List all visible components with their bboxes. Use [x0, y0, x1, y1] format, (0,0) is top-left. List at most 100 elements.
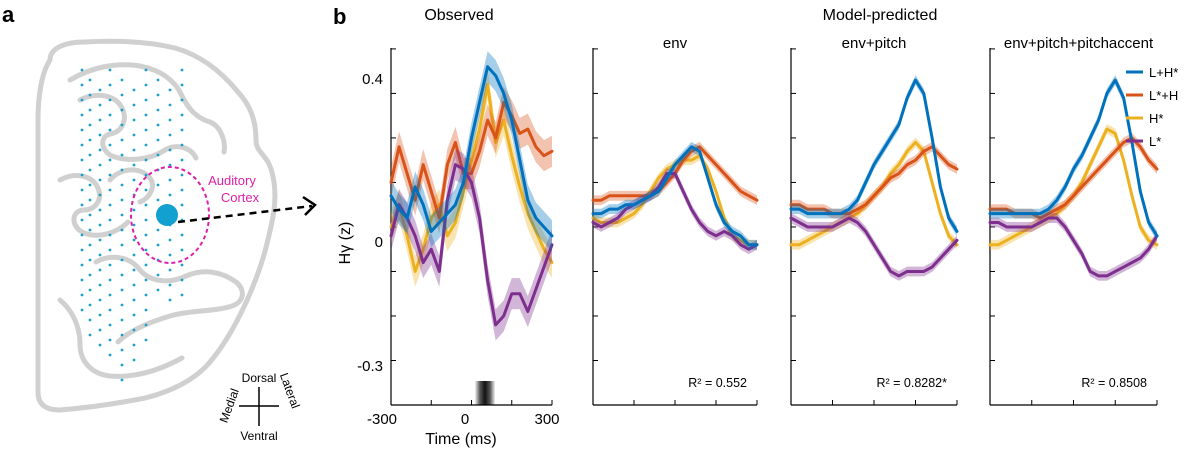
electrode-dot: [108, 248, 112, 252]
electrode-dot: [156, 123, 160, 127]
electrode-dot: [132, 358, 136, 362]
electrode-dot: [180, 158, 184, 162]
y-axis-label: Hγ (z): [337, 222, 354, 265]
electrode-dot: [168, 268, 172, 272]
observed-header: Observed: [424, 7, 493, 24]
electrode-dot: [156, 243, 160, 247]
sulcus-upper: [77, 92, 199, 162]
electrode-dot: [168, 238, 172, 242]
error-band-L*: [990, 213, 1157, 281]
electrode-dot: [120, 108, 124, 112]
electrode-dot: [132, 313, 136, 317]
electrode-dot: [144, 338, 148, 342]
electrode-dot: [80, 203, 84, 207]
sulcus-bottom: [57, 297, 185, 379]
electrode-dot: [108, 188, 112, 192]
electrode-dot: [132, 238, 136, 242]
compass-medial: Medial: [217, 387, 242, 425]
electrode-dot: [108, 278, 112, 282]
electrode-dot: [120, 363, 124, 367]
electrode-dot: [156, 228, 160, 232]
electrode-dot: [144, 83, 148, 87]
series-line-L+H*: [789, 78, 959, 233]
series-line-L*: [389, 163, 554, 327]
electrode-dot: [132, 118, 136, 122]
electrode-dot: [80, 143, 84, 147]
legend-label: L+H*: [1149, 65, 1178, 80]
electrode-dot: [108, 323, 112, 327]
electrode-dot: [144, 173, 148, 177]
electrode-dot: [108, 263, 112, 267]
electrode-dot: [80, 68, 84, 72]
electrode-dot: [108, 338, 112, 342]
electrode-dot: [98, 343, 102, 347]
sulcus-inner: [107, 167, 155, 205]
arrow-head-icon: [302, 195, 317, 216]
electrode-dot: [168, 118, 172, 122]
electrode-dot: [98, 283, 102, 287]
sulcus-middle: [57, 173, 131, 238]
electrode-dot: [80, 218, 84, 222]
electrode-dot: [120, 78, 124, 82]
electrode-dot: [98, 118, 102, 122]
electrode-dot: [168, 253, 172, 257]
electrode-dot: [180, 68, 184, 72]
electrode-dot: [132, 343, 136, 347]
r-squared-label: R² = 0.8508: [1081, 376, 1147, 390]
electrode-dot: [80, 308, 84, 312]
electrode-dot: [144, 323, 148, 327]
y-tick-0: 0: [375, 234, 383, 251]
electrode-dot: [144, 263, 148, 267]
electrode-dot: [180, 263, 184, 267]
electrode-dot: [98, 223, 102, 227]
electrode-dot: [120, 258, 124, 262]
series-line-L+H*: [988, 78, 1159, 238]
electrode-dot: [144, 278, 148, 282]
electrode-dot: [180, 173, 184, 177]
electrode-dot: [180, 248, 184, 252]
electrode-dot: [156, 78, 160, 82]
electrode-dot: [108, 293, 112, 297]
electrode-dot: [88, 243, 92, 247]
legend: L+H* L*+H H* L*: [1126, 65, 1178, 149]
panel-title: env+pitch+pitchaccent: [1004, 35, 1154, 52]
electrode-dot: [168, 133, 172, 137]
recording-site-marker: [156, 204, 178, 226]
electrode-dot: [108, 158, 112, 162]
electrode-dot: [144, 203, 148, 207]
electrode-dot: [180, 188, 184, 192]
electrode-dot: [168, 283, 172, 287]
electrode-dot: [180, 83, 184, 87]
chart-panel-1: [389, 48, 554, 406]
electrode-dot: [80, 278, 84, 282]
electrode-dot: [156, 93, 160, 97]
series-line-L*: [591, 172, 759, 251]
electrode-dot: [80, 113, 84, 117]
electrode-dot: [144, 143, 148, 147]
electrode-dot: [132, 283, 136, 287]
x-tick-300: 300: [534, 411, 559, 428]
electrode-dot: [80, 188, 84, 192]
electrode-dot: [132, 328, 136, 332]
electrode-dot: [88, 78, 92, 82]
panel-title: env: [663, 35, 688, 52]
electrode-dot: [88, 153, 92, 157]
electrode-dot: [156, 198, 160, 202]
electrode-dot: [88, 168, 92, 172]
electrode-dot: [88, 108, 92, 112]
panel-a-label: a: [2, 2, 15, 27]
electrode-dot: [168, 163, 172, 167]
electrode-dot: [144, 158, 148, 162]
electrode-dot: [98, 178, 102, 182]
chart-panel-4: env+pitch+pitchaccent R² = 0.8508: [988, 35, 1159, 406]
electrode-dot: [98, 103, 102, 107]
electrode-dot: [120, 303, 124, 307]
electrode-dot: [120, 138, 124, 142]
electrode-dot: [132, 133, 136, 137]
error-band-L+H*: [990, 75, 1157, 241]
electrode-dot: [144, 188, 148, 192]
electrode-dot: [98, 328, 102, 332]
electrode-dot: [132, 103, 136, 107]
electrode-dot: [98, 208, 102, 212]
